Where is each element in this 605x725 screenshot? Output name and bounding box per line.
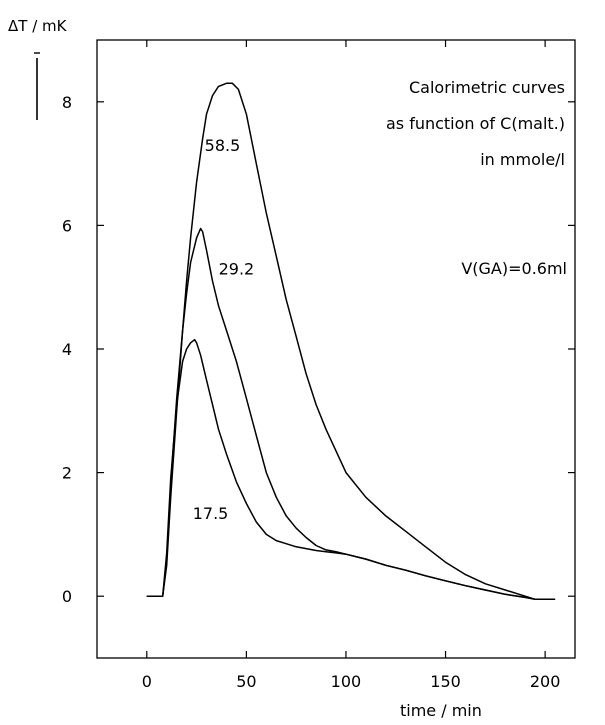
series-line-58.5 [146,82,556,601]
y-tick-label: 6 [62,216,72,235]
series-label-17.5: 17.5 [193,504,229,523]
x-tick-label: 100 [331,672,362,691]
y-tick-label: 8 [62,93,72,112]
x-tick-label: 150 [430,672,461,691]
y-tick-label: 2 [62,464,72,483]
x-tick-label: 200 [530,672,561,691]
y-axis-marker [34,52,40,120]
y-tick-label: 4 [62,340,72,359]
series-line-17.5 [146,338,556,601]
y-axis-ticks: 0 2 4 6 8 [62,93,575,606]
series-label-29.2: 29.2 [219,260,255,279]
series-line-29.2 [146,227,556,601]
annotation-title-line1: Calorimetric curves [409,78,565,97]
annotation-volume: V(GA)=0.6ml [461,259,567,278]
series-layer [146,82,556,601]
annotation-title-line2: as function of C(malt.) [386,114,565,133]
y-tick-label: 0 [62,587,72,606]
x-axis-label: time / min [400,701,482,720]
x-axis-ticks: 0 50 100 150 200 [142,40,561,691]
x-tick-label: 50 [236,672,256,691]
y-axis-label: ΔT / mK [8,17,68,35]
series-label-58.5: 58.5 [205,136,241,155]
annotation-title-line3: in mmole/l [480,150,565,169]
x-tick-label: 0 [142,672,152,691]
series-labels: 58.5 29.2 17.5 [193,136,255,523]
